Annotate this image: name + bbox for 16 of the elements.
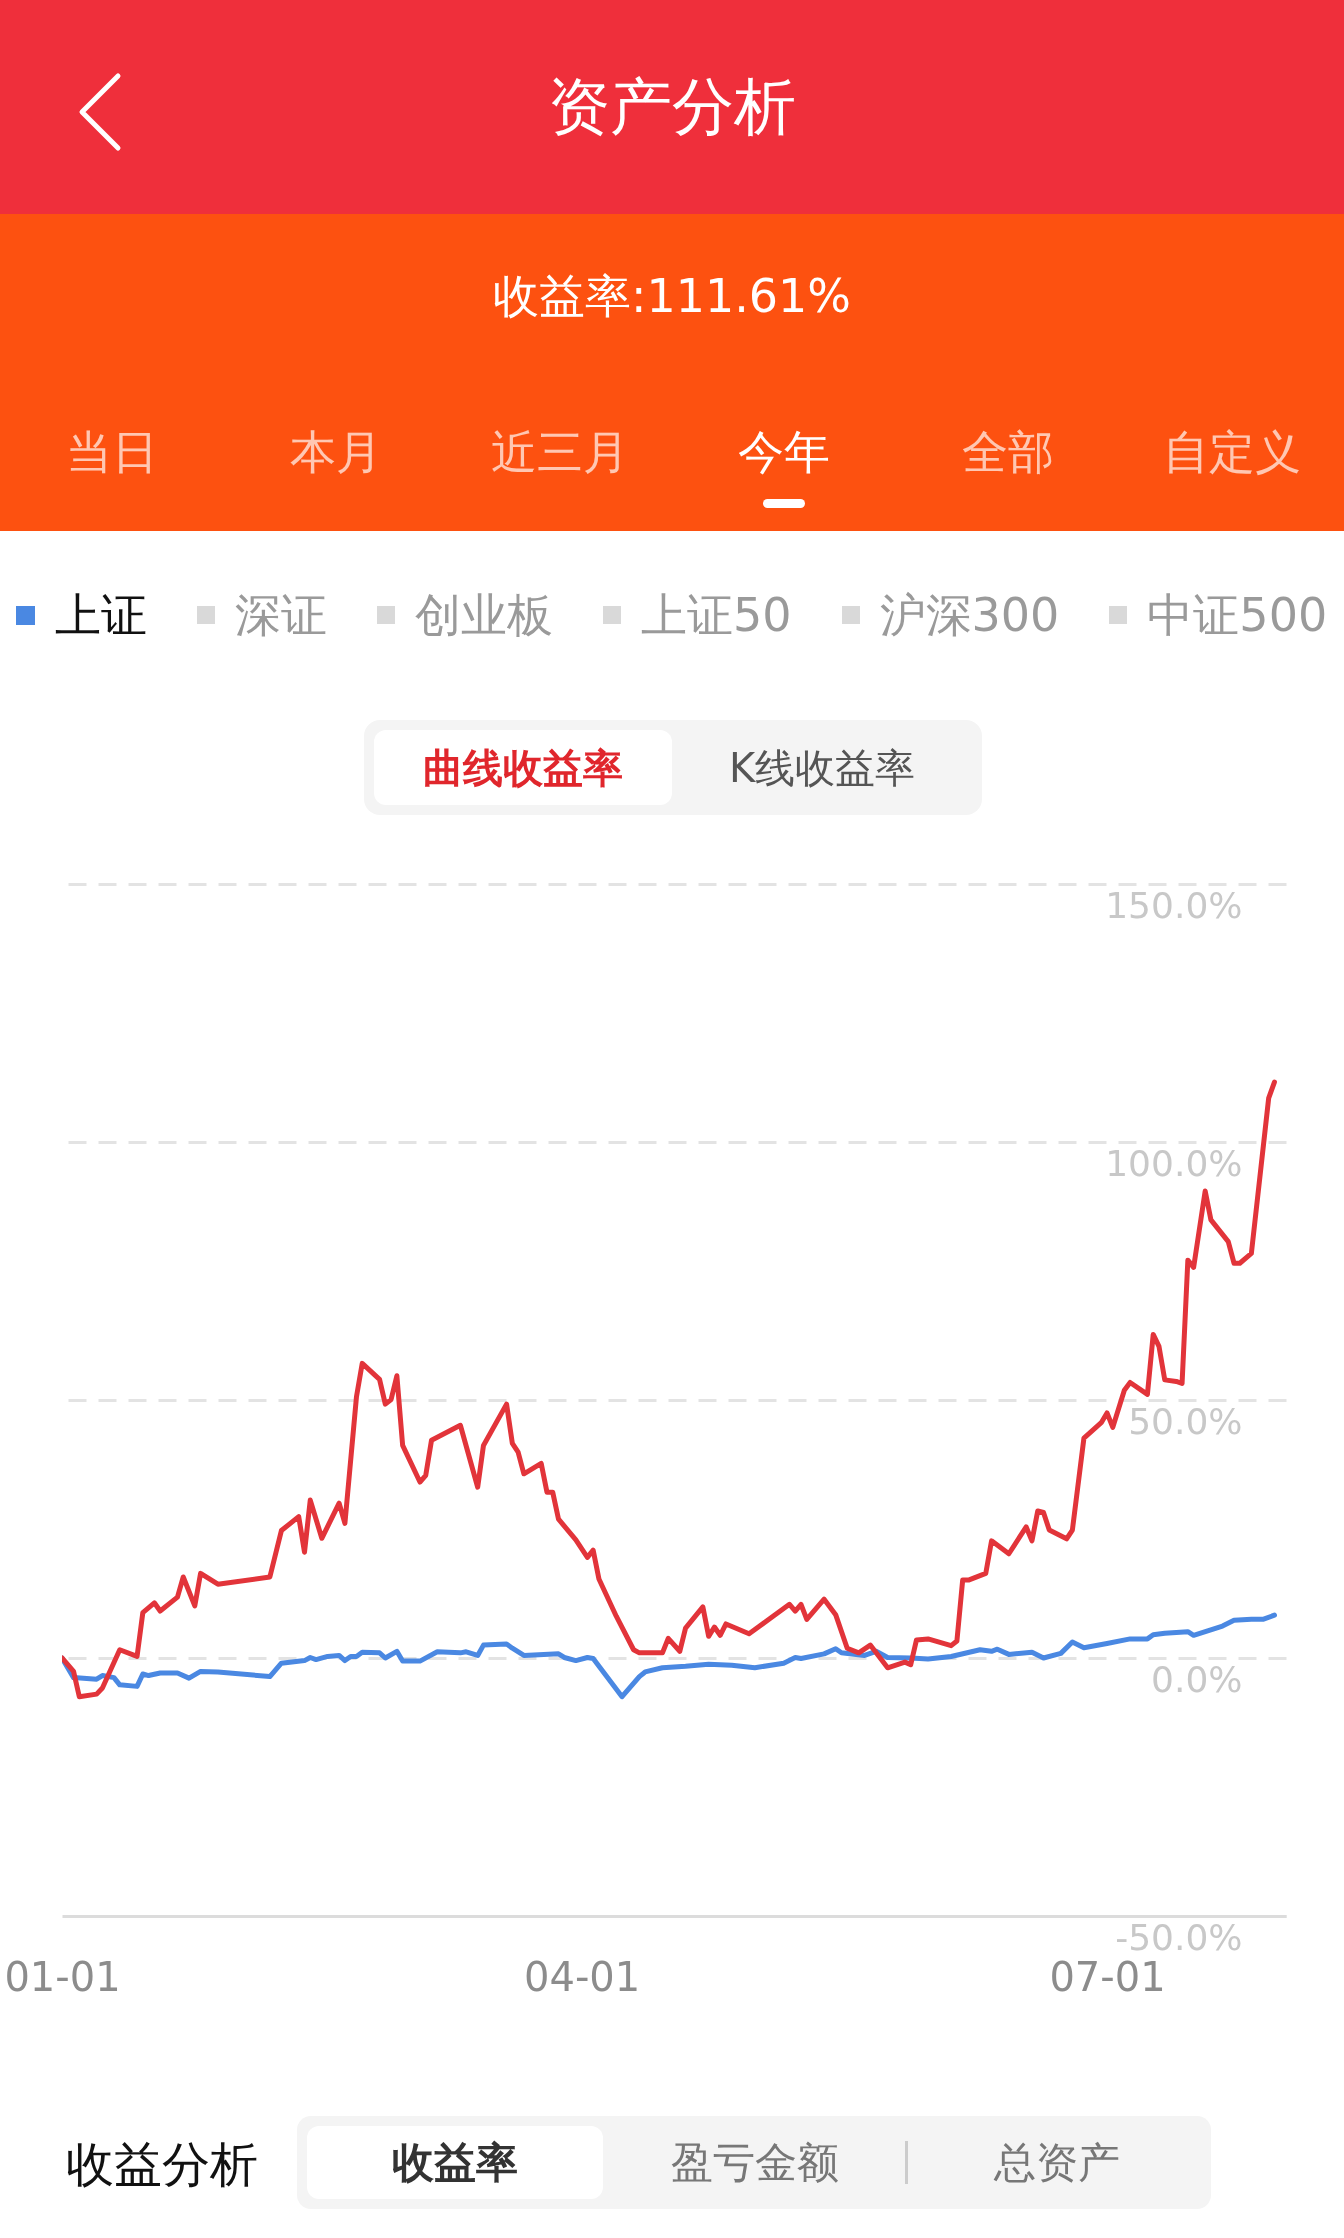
x-tick-label: 07-01 (1049, 1953, 1166, 2000)
text: 沪深300 (879, 587, 1060, 644)
x-tick-label: 01-01 (4, 1953, 121, 2000)
legend-label: 上证 (55, 587, 147, 644)
chart-title: 资产分析 (547, 70, 797, 144)
text: 深证 (235, 587, 327, 644)
segmented-control: 收益率 盈亏金额 总资产 (297, 2116, 1211, 2209)
x-tick-label: 04-01 (524, 1953, 641, 2000)
header-bar: 资产分析 (0, 0, 1344, 214)
segmented-control: 曲线收益率 K线收益率 (364, 720, 982, 815)
text: 上证50 (641, 587, 792, 644)
text: 中证500 (1147, 587, 1328, 644)
text: 创业板 (415, 587, 553, 644)
text: 收益分析 (66, 2135, 258, 2193)
summary-panel: 收益率:111.61% 当日 本月 近三月 今年 全部 自定义 (0, 214, 1344, 531)
chart-subtitle: 收益率:111.61% (491, 268, 853, 324)
